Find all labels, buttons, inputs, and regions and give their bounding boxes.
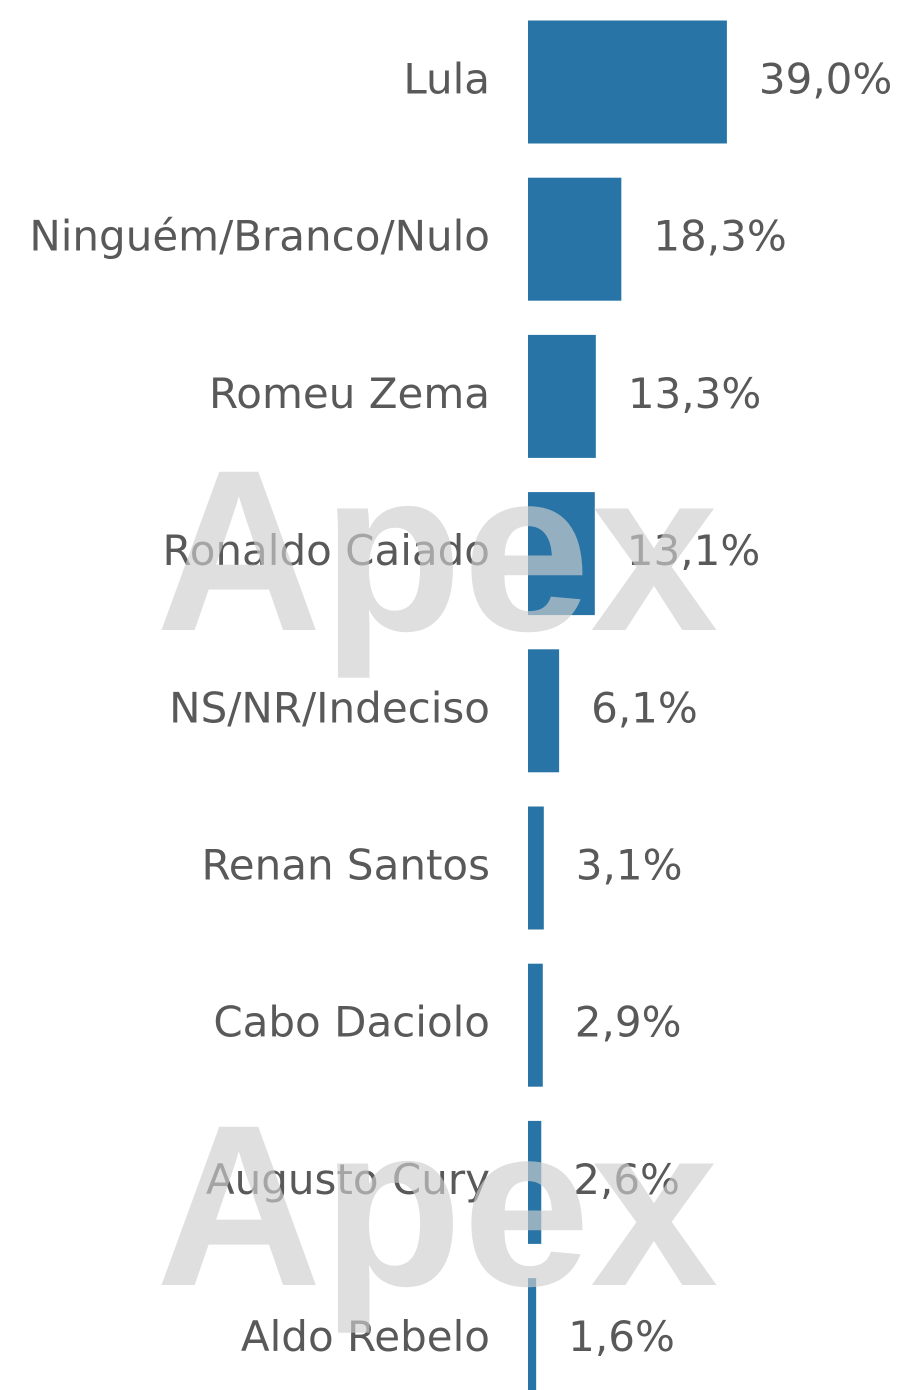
- category-label: Ninguém/Branco/Nulo: [29, 212, 490, 261]
- value-label: 13,1%: [627, 526, 760, 575]
- category-label: Aldo Rebelo: [241, 1312, 490, 1361]
- watermark: Apex: [156, 1077, 718, 1334]
- value-label: 2,6%: [573, 1155, 680, 1204]
- bar: [528, 1278, 537, 1390]
- bar: [528, 649, 560, 773]
- bar: [528, 963, 543, 1087]
- value-label: 1,6%: [568, 1312, 675, 1361]
- category-label: Augusto Cury: [206, 1155, 490, 1204]
- category-label: Lula: [403, 55, 490, 104]
- category-label: Cabo Daciolo: [213, 998, 490, 1047]
- value-label: 2,9%: [575, 998, 682, 1047]
- bar: [528, 20, 727, 144]
- value-label: 18,3%: [653, 212, 786, 261]
- value-label: 39,0%: [759, 55, 892, 104]
- category-label: Renan Santos: [201, 841, 490, 890]
- value-label: 6,1%: [591, 683, 698, 732]
- bar: [528, 492, 595, 616]
- value-label: 13,3%: [628, 369, 761, 418]
- bar: [528, 806, 544, 930]
- bar: [528, 1120, 542, 1244]
- category-label: Ronaldo Caiado: [162, 526, 490, 575]
- watermark: Apex: [156, 422, 718, 679]
- category-label: Romeu Zema: [209, 369, 490, 418]
- bar: [528, 177, 622, 301]
- bar: [528, 334, 596, 458]
- category-label: NS/NR/Indeciso: [169, 683, 490, 732]
- value-label: 3,1%: [576, 841, 683, 890]
